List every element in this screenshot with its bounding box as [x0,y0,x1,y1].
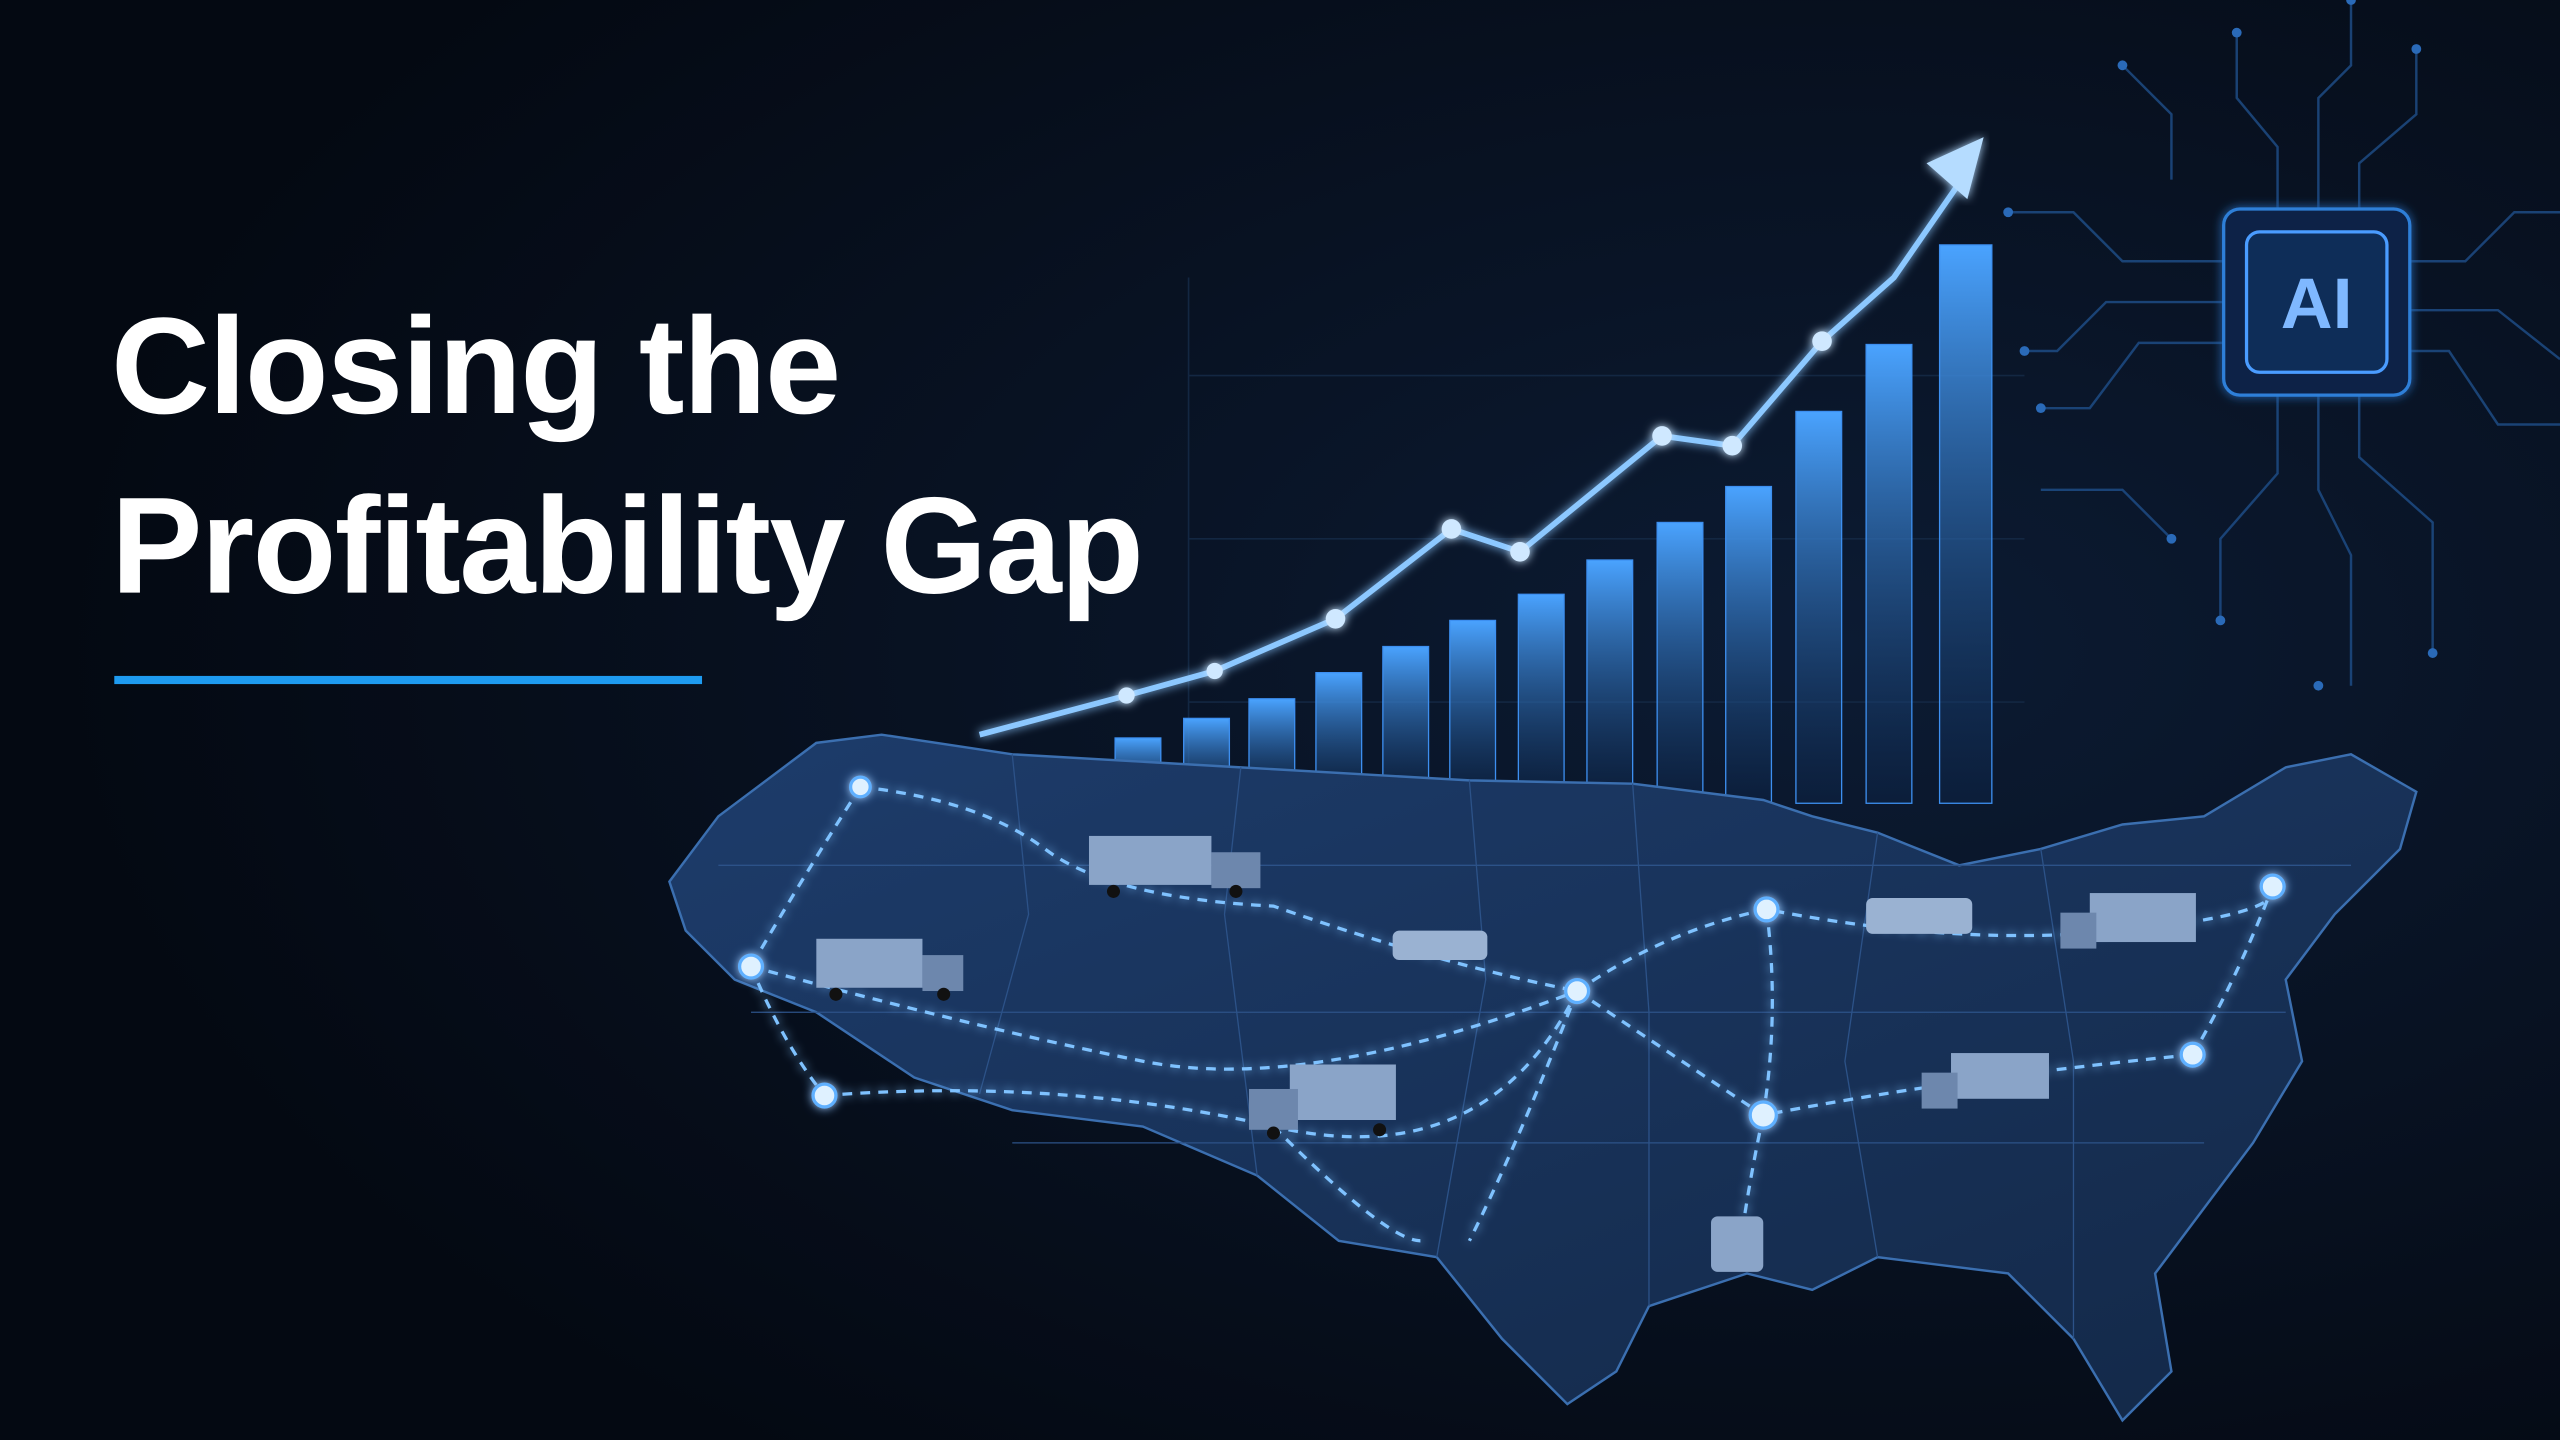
circuit-dots [2003,0,2438,691]
title-line: Profitability Gap [111,470,1142,623]
title-underline [114,675,703,685]
trend-arrow [1926,137,1984,200]
trucks [816,835,2196,1272]
route-hubs [737,775,2286,1130]
ai-chip-label: AI [2281,264,2353,344]
title-line: Closing the [111,290,840,443]
circuit-lines [2008,0,2560,686]
trend-points [1118,331,1832,704]
ai-chip-core [2244,230,2389,374]
